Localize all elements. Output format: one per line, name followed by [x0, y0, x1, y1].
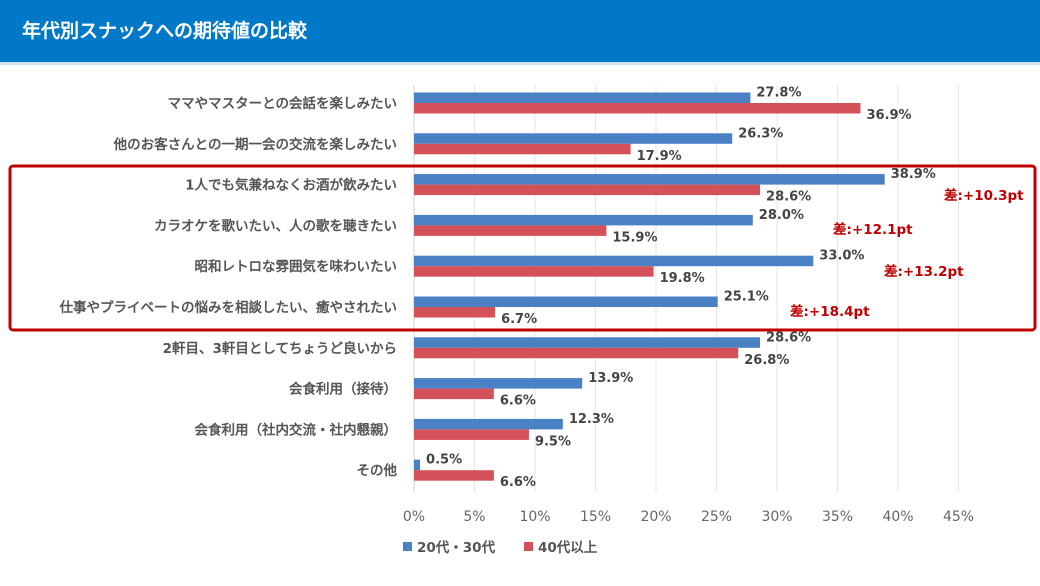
- data-label: 19.8%: [660, 271, 705, 286]
- bar-20s-30s: [414, 133, 733, 144]
- data-label: 0.5%: [426, 453, 462, 468]
- category-label: ママやマスターとの会話を楽しみたい: [168, 95, 397, 112]
- legend-swatch: [524, 542, 533, 551]
- category-label: その他: [357, 462, 398, 479]
- difference-annotation: 差:+10.3pt: [944, 187, 1024, 204]
- bar-40s-plus: [414, 184, 761, 196]
- bar-20s-30s: [414, 459, 421, 471]
- x-tick-label: 20%: [640, 509, 671, 525]
- data-label: 15.9%: [612, 230, 657, 245]
- x-tick-label: 5%: [463, 509, 485, 525]
- bar-40s-plus: [414, 103, 861, 114]
- data-label: 17.9%: [637, 149, 682, 164]
- data-label: 6.6%: [500, 394, 536, 409]
- data-label: 28.0%: [759, 208, 804, 223]
- data-label: 36.9%: [866, 108, 911, 123]
- bar-40s-plus: [414, 429, 529, 440]
- bar-20s-30s: [414, 255, 814, 267]
- legend-label: 20代・30代: [417, 539, 496, 556]
- difference-annotation: 差:+12.1pt: [833, 221, 913, 238]
- bar-20s-30s: [414, 378, 583, 389]
- category-label: 仕事やプライベートの悩みを相談したい、癒やされたい: [59, 299, 398, 316]
- x-tick-label: 15%: [580, 509, 611, 525]
- category-label: 会食利用（社内交流・社内懇親）: [195, 421, 398, 438]
- bar-40s-plus: [414, 307, 496, 318]
- bar-40s-plus: [414, 143, 631, 155]
- data-label: 28.6%: [766, 190, 811, 205]
- x-tick-label: 35%: [822, 509, 853, 525]
- bar-40s-plus: [414, 388, 494, 400]
- highlight-box: [8, 164, 1037, 332]
- data-label: 27.8%: [756, 86, 801, 101]
- data-label: 6.7%: [501, 312, 537, 327]
- difference-annotation: 差:+18.4pt: [790, 303, 870, 320]
- category-label: 1人でも気兼ねなくお酒が飲みたい: [185, 177, 397, 194]
- x-tick-label: 25%: [701, 509, 732, 525]
- category-label: 他のお客さんとの一期一会の交流を楽しみたい: [113, 136, 397, 153]
- legend-label: 40代以上: [538, 539, 598, 556]
- x-tick-label: 30%: [761, 509, 792, 525]
- x-tick-label: 45%: [943, 509, 974, 525]
- page-title: 年代別スナックへの期待値の比較: [22, 20, 308, 42]
- bar-20s-30s: [414, 174, 885, 185]
- bar-40s-plus: [414, 225, 607, 236]
- bar-20s-30s: [414, 214, 753, 226]
- bar-40s-plus: [414, 347, 739, 359]
- data-label: 28.6%: [766, 330, 811, 345]
- bar-20s-30s: [414, 418, 563, 430]
- data-label: 9.5%: [535, 434, 571, 449]
- bar-40s-plus: [414, 470, 494, 481]
- data-label: 26.8%: [744, 353, 789, 368]
- x-tick-label: 10%: [519, 509, 550, 525]
- header-bar: 年代別スナックへの期待値の比較: [0, 0, 1040, 65]
- data-label: 33.0%: [819, 249, 864, 264]
- bar-20s-30s: [414, 296, 718, 307]
- data-label: 26.3%: [738, 126, 783, 141]
- data-label: 13.9%: [588, 371, 633, 386]
- data-label: 25.1%: [724, 290, 769, 305]
- x-tick-label: 0%: [403, 509, 425, 525]
- category-label: 昭和レトロな雰囲気を味わいたい: [195, 258, 398, 275]
- legend-swatch: [403, 542, 412, 551]
- data-label: 38.9%: [891, 167, 936, 182]
- difference-annotation: 差:+13.2pt: [884, 263, 964, 280]
- category-label: カラオケを歌いたい、人の歌を聴きたい: [154, 217, 397, 234]
- bar-20s-30s: [414, 337, 761, 348]
- data-label: 12.3%: [569, 412, 614, 427]
- x-tick-label: 40%: [882, 509, 913, 525]
- category-label: 2軒目、3軒目としてちょうど良いから: [163, 340, 397, 357]
- bar-20s-30s: [414, 92, 751, 103]
- bar-40s-plus: [414, 266, 654, 277]
- category-label: 会食利用（接待）: [289, 381, 397, 398]
- data-label: 6.6%: [500, 475, 536, 490]
